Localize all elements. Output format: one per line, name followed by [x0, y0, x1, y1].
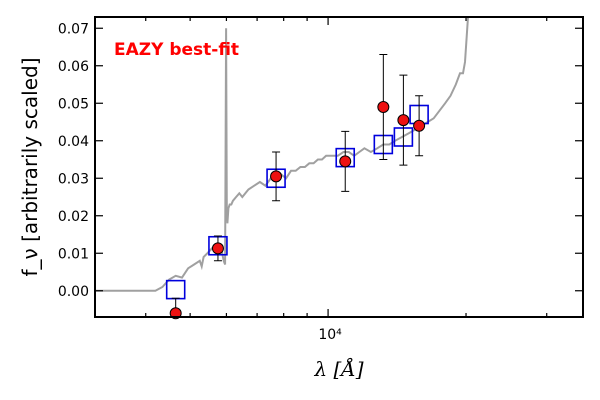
x-axis-label: λ [Å]: [313, 356, 363, 381]
observed-flux-point: [211, 242, 224, 255]
observed-flux-point: [339, 155, 352, 168]
plot-area: [95, 17, 469, 320]
axis-ticks: 0.00 0.01 0.02 0.03 0.04 0.05 0.06 0.07 10⁴: [58, 17, 583, 343]
y-tick-label: 0.05: [58, 96, 89, 112]
observed-flux-point: [397, 114, 410, 127]
y-tick-label: 0.02: [58, 209, 89, 225]
y-tick-label: 0.04: [58, 134, 89, 150]
legend-annotation: EAZY best-fit: [114, 40, 239, 60]
model-photometry-square: [165, 279, 186, 300]
y-axis-label: f_ν [arbitrarily scaled]: [18, 58, 42, 277]
plot-frame: [94, 16, 584, 318]
y-tick-label: 0.06: [58, 59, 89, 75]
observed-flux-point: [270, 170, 283, 183]
y-tick-label: 0.00: [58, 284, 89, 300]
observed-flux-point: [413, 119, 426, 132]
y-tick-label: 0.03: [58, 171, 89, 187]
y-tick-label: 0.07: [58, 21, 89, 37]
y-tick-label: 0.01: [58, 246, 89, 262]
x-tick-label: 10⁴: [318, 327, 342, 343]
observed-flux-point: [377, 101, 390, 113]
